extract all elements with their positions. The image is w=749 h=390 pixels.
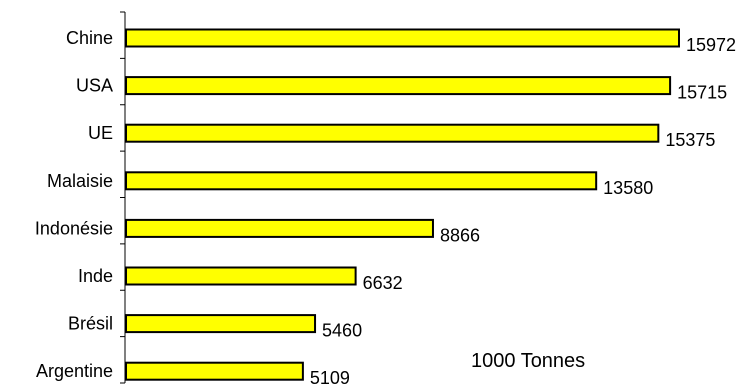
category-label: Malaisie <box>47 171 113 191</box>
value-label: 15375 <box>665 130 715 150</box>
labels-layer: Chine 15972 USA 15715 UE 15375 Malaisie 13580 In… <box>35 28 736 388</box>
category-label: Indonésie <box>35 218 113 238</box>
value-label: 15715 <box>677 83 727 103</box>
bar-argentine <box>125 361 304 381</box>
category-label: Brésil <box>68 314 113 334</box>
category-label: Inde <box>78 266 113 286</box>
value-label: 8866 <box>440 225 480 245</box>
value-label: 6632 <box>363 273 403 293</box>
category-label: Argentine <box>36 361 113 381</box>
value-label: 15972 <box>686 35 736 55</box>
bar-indonésie <box>125 218 434 238</box>
category-label: USA <box>76 76 113 96</box>
unit-annotation: 1000 Tonnes <box>471 350 585 372</box>
value-label: 13580 <box>603 178 653 198</box>
bar-ue <box>125 123 660 143</box>
value-label: 5109 <box>310 368 350 385</box>
axis-layer <box>120 11 126 384</box>
bar-brésil <box>125 314 317 334</box>
category-label: UE <box>88 123 113 143</box>
bars-layer <box>125 28 680 381</box>
bar-chine <box>125 28 680 48</box>
bar-usa <box>125 76 672 96</box>
bar-malaisie <box>125 171 598 191</box>
category-label: Chine <box>66 28 113 48</box>
value-label: 5460 <box>322 321 362 341</box>
bar-inde <box>125 266 357 286</box>
